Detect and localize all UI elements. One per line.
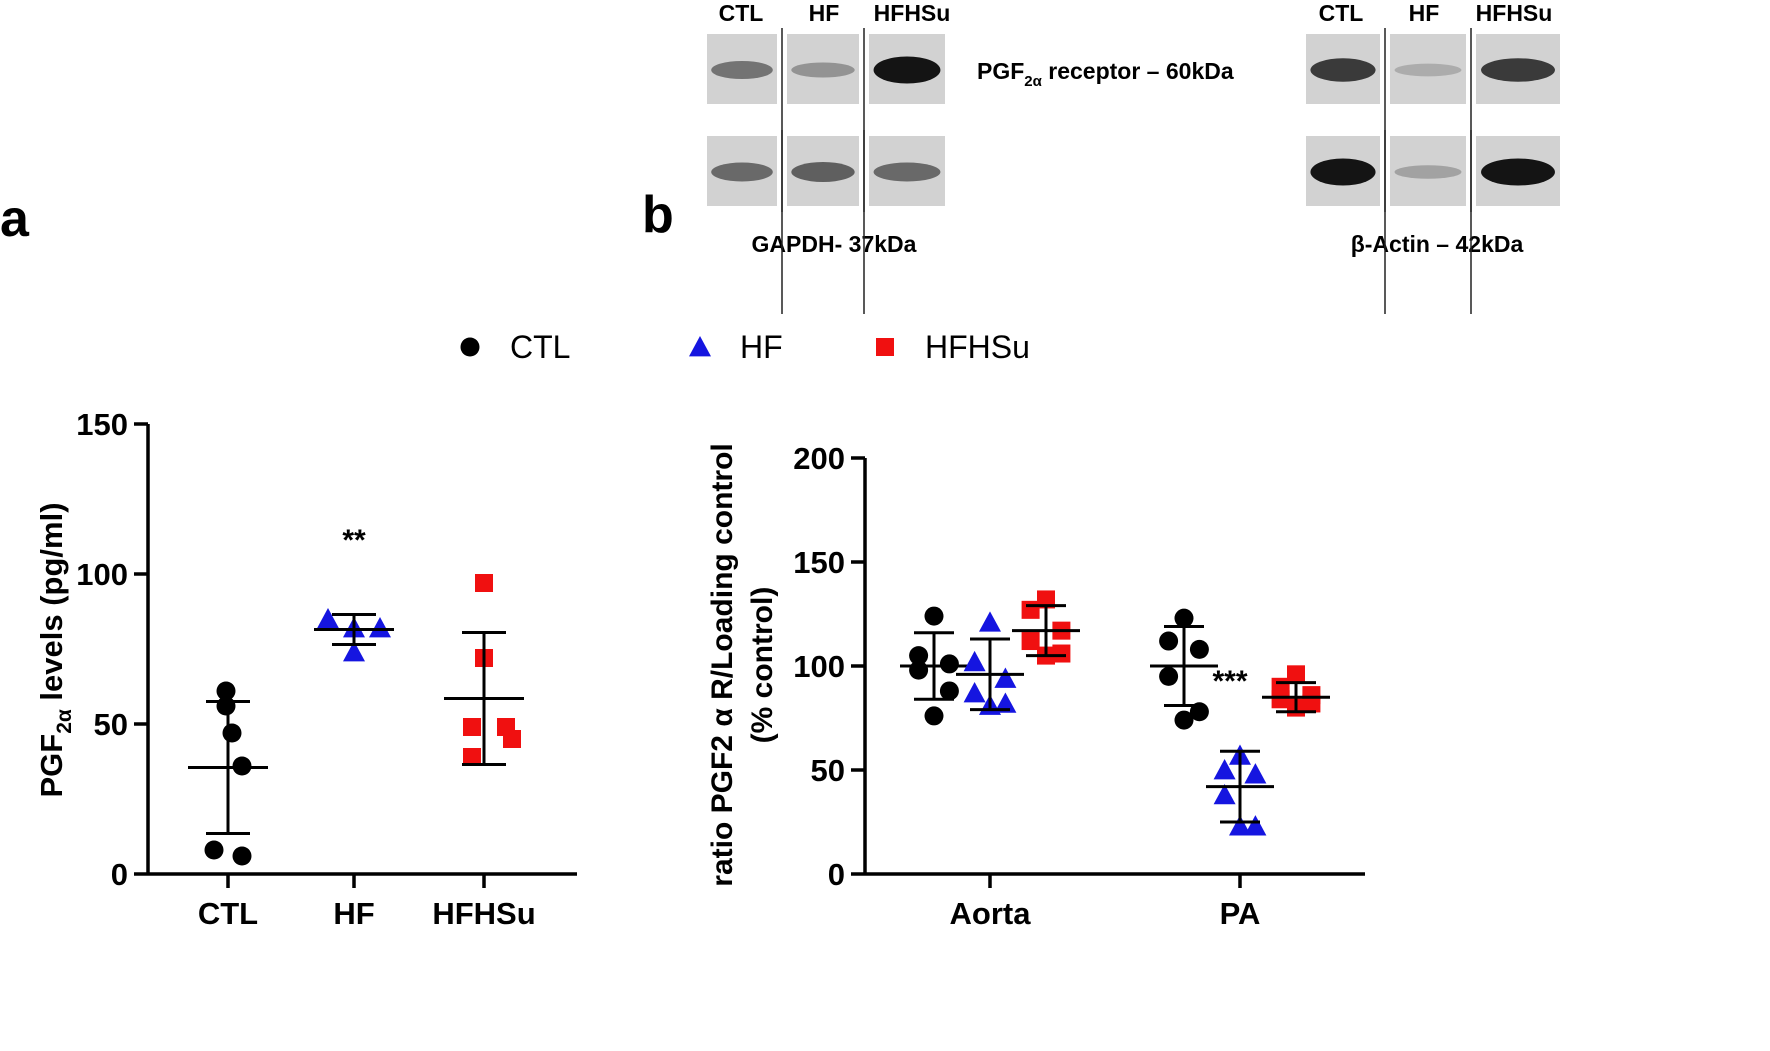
- point-a-hfhsu: [463, 748, 481, 766]
- blot-left-top-band-2: [873, 56, 941, 84]
- y-tick-label-b: 100: [793, 649, 845, 684]
- blot-right-lane-hfhsu: HFHSu: [1476, 0, 1553, 26]
- legend-label-hfhsu: HFHSu: [925, 329, 1030, 365]
- point-b-ctl: [1159, 666, 1179, 686]
- blot-right-bottom-band-1: [1394, 165, 1462, 179]
- x-tick-label-a: HF: [333, 896, 374, 931]
- blot-right-bottom-band-0: [1310, 158, 1376, 186]
- point-b-hfhsu: [1271, 690, 1290, 709]
- point-b-ctl: [924, 606, 944, 626]
- legend: CTL HF HFHSu: [460, 329, 1030, 365]
- point-b-ctl: [939, 654, 959, 674]
- blot-right-lane-ctl: CTL: [1319, 0, 1364, 26]
- point-a-ctl: [204, 840, 224, 860]
- blot-right-top-band-2: [1481, 58, 1555, 82]
- point-b-ctl: [939, 681, 959, 701]
- blot-right-top-band-0: [1310, 58, 1376, 82]
- significance-b: ***: [1212, 665, 1247, 698]
- point-a-hf: [369, 617, 391, 638]
- point-b-hf: [963, 682, 986, 703]
- x-tick-label-b: Aorta: [950, 896, 1032, 931]
- blot-left-lane-hf: HF: [809, 0, 840, 26]
- blot-left-lane-hfhsu: HFHSu: [874, 0, 951, 26]
- point-b-hf: [979, 611, 1001, 632]
- blot-left-lane-ctl: CTL: [719, 0, 764, 26]
- point-a-hfhsu: [463, 718, 481, 736]
- point-a-ctl: [216, 681, 236, 701]
- point-b-ctl: [1159, 631, 1179, 651]
- legend-marker-ctl: [460, 337, 480, 357]
- point-b-hfhsu: [1021, 632, 1040, 651]
- point-b-hfhsu: [1052, 644, 1071, 663]
- blot-left-top-band-1: [791, 62, 855, 78]
- significance-a: **: [342, 524, 366, 557]
- point-b-ctl: [909, 660, 929, 680]
- point-a-hf: [343, 641, 365, 662]
- y-tick-label-b: 0: [828, 857, 845, 892]
- point-b-hfhsu: [1287, 665, 1305, 684]
- chart-panel-a: 0 50 100 150 CTL HF HFHSu PGF2α levels (pg/ml) *…: [34, 407, 577, 931]
- x-tick-label-b: PA: [1220, 896, 1261, 931]
- point-b-hf: [1229, 815, 1251, 836]
- y-tick-label-b: 50: [811, 753, 845, 788]
- y-tick-label-a: 50: [94, 707, 128, 742]
- point-b-hf: [1244, 815, 1267, 836]
- point-a-ctl: [222, 723, 242, 743]
- point-a-hf: [317, 608, 339, 629]
- point-b-hf: [1244, 763, 1267, 784]
- point-b-ctl: [1174, 710, 1194, 730]
- y-tick-label-b: 200: [793, 441, 845, 476]
- legend-marker-hfhsu: [876, 338, 894, 356]
- point-b-hf: [963, 650, 986, 672]
- y-tick-label-b: 150: [793, 545, 845, 580]
- x-tick-label-a: HFHSu: [432, 896, 535, 931]
- point-b-hf: [1213, 783, 1236, 805]
- point-b-hf: [1213, 759, 1236, 780]
- y-axis-label-a: PGF2α levels (pg/ml): [34, 502, 76, 797]
- blot-right-bottom-band-2: [1481, 158, 1555, 186]
- panel-label-a: a: [0, 190, 30, 248]
- panel-label-b: b: [642, 186, 674, 244]
- legend-label-ctl: CTL: [510, 329, 570, 365]
- y-axis-label-b-line1: ratio PGF2 α R/Loading control: [706, 443, 739, 886]
- point-a-hfhsu: [503, 730, 521, 748]
- y-axis-label-b-line2: (% control): [746, 587, 779, 744]
- y-tick-label-a: 150: [76, 407, 128, 442]
- receptor-label: PGF2α receptor – 60kDa: [977, 58, 1234, 90]
- point-b-ctl: [1174, 608, 1194, 628]
- point-b-hf: [994, 667, 1017, 688]
- blot-left-bottom-band-1: [791, 162, 855, 182]
- point-b-ctl: [909, 646, 929, 666]
- y-tick-label-a: 0: [111, 857, 128, 892]
- gapdh-label: GAPDH- 37kDa: [752, 231, 917, 257]
- legend-label-hf: HF: [740, 329, 783, 365]
- point-a-ctl: [232, 846, 252, 866]
- blot-left-bottom-band-2: [873, 162, 941, 182]
- blot-left-top-band-0: [711, 60, 773, 80]
- point-b-ctl: [924, 706, 944, 726]
- y-tick-label-a: 100: [76, 557, 128, 592]
- chart-panel-b: 0 50 100 150 200 Aorta PA ratio PGF2 α R/Loadin…: [706, 441, 1365, 931]
- point-b-hfhsu: [1021, 600, 1040, 619]
- blot-left-bottom-band-0: [711, 162, 773, 182]
- point-b-ctl: [1189, 639, 1209, 659]
- x-tick-label-a: CTL: [198, 896, 258, 931]
- western-blots: CTL HF HFHSu CTL HF HFHSu PGF2α receptor…: [707, 0, 1560, 314]
- point-b-hfhsu: [1302, 694, 1321, 713]
- point-a-ctl: [216, 696, 236, 716]
- actin-label: β-Actin – 42kDa: [1351, 231, 1524, 257]
- blot-right-top-band-1: [1394, 63, 1462, 77]
- point-b-hfhsu: [1037, 590, 1055, 609]
- point-b-hf: [994, 692, 1017, 713]
- blot-right-lane-hf: HF: [1409, 0, 1440, 26]
- point-a-hfhsu: [475, 574, 493, 592]
- legend-marker-hf: [689, 336, 711, 357]
